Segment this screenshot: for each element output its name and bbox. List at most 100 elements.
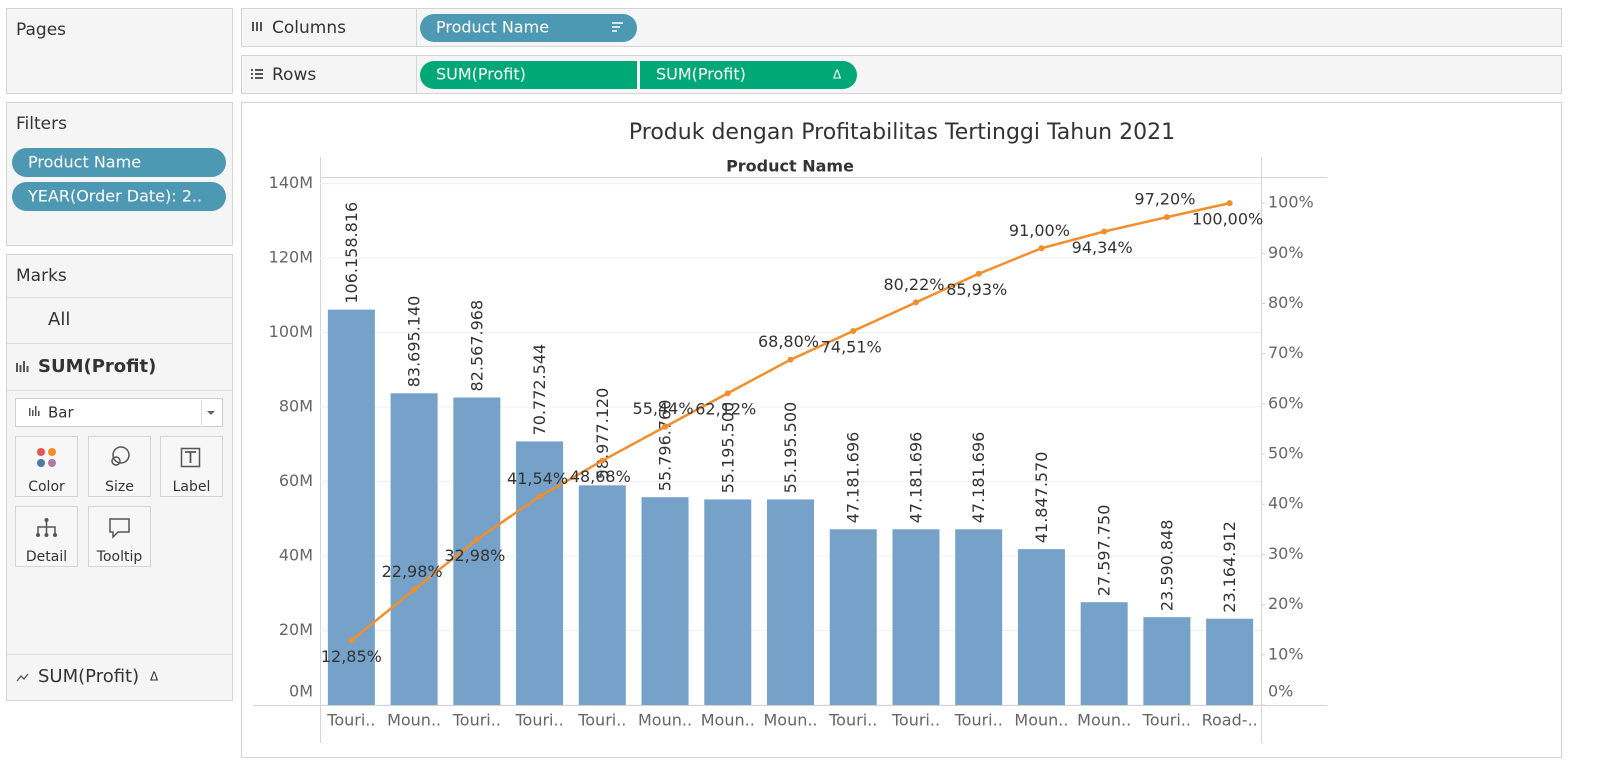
y-tick-label: 120M	[269, 248, 313, 267]
x-tick-label: Moun..	[387, 711, 441, 730]
y2-tick-label: 100%	[1268, 193, 1314, 212]
data-label: 47.181.696	[906, 432, 925, 524]
size-button[interactable]: Size	[88, 436, 151, 497]
line-point	[787, 356, 794, 363]
x-tick-label: Touri..	[828, 711, 877, 730]
data-label: 80,22%	[883, 275, 944, 294]
data-label: 55.195.500	[718, 402, 737, 494]
pages-shelf	[6, 8, 233, 94]
data-label: 58.977.120	[593, 388, 612, 480]
data-label: 106.158.816	[342, 202, 361, 304]
y-tick-label: 40M	[279, 546, 313, 565]
column-pill-text: Product Name	[436, 18, 549, 37]
bar	[1017, 549, 1065, 705]
icon-dot	[48, 448, 56, 456]
plot: 0M 20M 40M 60M 80M 100M 120M 140M 0% 10% 20% 30% 40%…	[253, 173, 1327, 730]
filter-pill[interactable]	[12, 182, 226, 211]
x-tick-label: Touri..	[577, 711, 626, 730]
y2-tick-label: 90%	[1268, 243, 1304, 262]
tooltip-button[interactable]: Tooltip	[88, 506, 151, 567]
columns-icon	[252, 22, 262, 31]
color-button[interactable]: Color	[15, 436, 78, 497]
row-pill[interactable]	[420, 61, 637, 89]
data-label: 41.847.570	[1032, 452, 1051, 544]
sort-icon	[612, 22, 623, 32]
filter-pill-text: YEAR(Order Date): 2..	[27, 187, 202, 206]
icon-dot	[37, 448, 45, 456]
marks-label: Marks	[16, 266, 67, 286]
data-label: 23.590.848	[1157, 520, 1176, 612]
icon-dot	[36, 533, 40, 537]
x-tick-label: Moun..	[638, 711, 692, 730]
marks-tab[interactable]: SUM(Profit)	[38, 356, 156, 377]
x-tick-label: Touri..	[954, 711, 1003, 730]
data-label: 47.181.696	[969, 432, 988, 524]
x-tick-label: Moun..	[1077, 711, 1131, 730]
data-label: 68,80%	[758, 332, 819, 351]
data-label: 55.195.500	[781, 402, 800, 494]
line-point	[411, 586, 418, 593]
line-point	[724, 390, 731, 397]
filters-label: Filters	[16, 114, 67, 134]
label-button[interactable]: Label	[160, 436, 223, 497]
y2-tick-label: 70%	[1268, 343, 1304, 362]
data-label: 12,85%	[321, 647, 382, 666]
data-label: 22,98%	[382, 562, 443, 581]
row-pill[interactable]	[640, 61, 857, 89]
y2-tick-label: 10%	[1268, 644, 1304, 663]
line-point	[599, 457, 606, 464]
y-tick-label: 20M	[279, 620, 313, 639]
pages-label: Pages	[16, 20, 66, 40]
data-label: 55.796.760	[656, 400, 675, 492]
x-tick-label: Moun..	[763, 711, 817, 730]
y-tick-label: 140M	[269, 173, 313, 192]
data-label: 83.695.140	[405, 296, 424, 388]
x-tick-label: Road-..	[1202, 711, 1258, 730]
mark-type-text: Bar	[48, 404, 74, 422]
data-label: 48,68%	[570, 467, 631, 486]
bar	[955, 529, 1003, 705]
filter-pill[interactable]	[12, 148, 226, 177]
button-label: Size	[105, 479, 134, 495]
data-label: 100,00%	[1192, 210, 1263, 229]
line-point	[1163, 214, 1170, 221]
button-label: Tooltip	[96, 549, 143, 565]
bar-icon	[29, 406, 40, 416]
bar	[578, 485, 626, 705]
mark-type-dropdown[interactable]	[15, 398, 223, 427]
column-header: Product Name	[726, 157, 854, 176]
data-label: 82.567.968	[467, 300, 486, 392]
line-point	[536, 493, 543, 500]
x-tick-label: Touri..	[1142, 711, 1191, 730]
button-label: Color	[28, 479, 65, 495]
bar	[1143, 617, 1191, 705]
x-tick-label: Touri..	[326, 711, 375, 730]
x-tick-label: Touri..	[452, 711, 501, 730]
data-label: 97,20%	[1134, 190, 1195, 209]
icon-t	[185, 451, 196, 463]
line-point	[473, 536, 480, 543]
icon-circle	[112, 446, 130, 464]
marks-all[interactable]: All	[48, 309, 70, 330]
y2-tick-label: 0%	[1268, 682, 1293, 701]
data-label: 62,12%	[695, 400, 756, 419]
icon-dot	[53, 533, 57, 537]
data-label: 91,00%	[1009, 221, 1070, 240]
marks-tab[interactable]: SUM(Profit)	[38, 666, 139, 687]
bar	[767, 499, 814, 705]
icon-dot	[37, 459, 45, 467]
detail-button[interactable]: Detail	[15, 506, 78, 567]
columns-label: Columns	[272, 18, 346, 38]
icon-bubble	[109, 518, 130, 539]
column-pill[interactable]	[420, 14, 637, 42]
x-tick-label: Moun..	[701, 711, 755, 730]
data-label: 94,34%	[1072, 238, 1133, 257]
y2-tick-label: 50%	[1268, 444, 1304, 463]
icon-circle	[111, 456, 121, 466]
data-label: 32,98%	[444, 546, 505, 565]
line-point	[1226, 200, 1233, 207]
line-point	[912, 299, 919, 306]
data-label: 47.181.696	[844, 432, 863, 524]
y-tick-label: 100M	[269, 322, 313, 341]
line-point	[1101, 228, 1108, 235]
